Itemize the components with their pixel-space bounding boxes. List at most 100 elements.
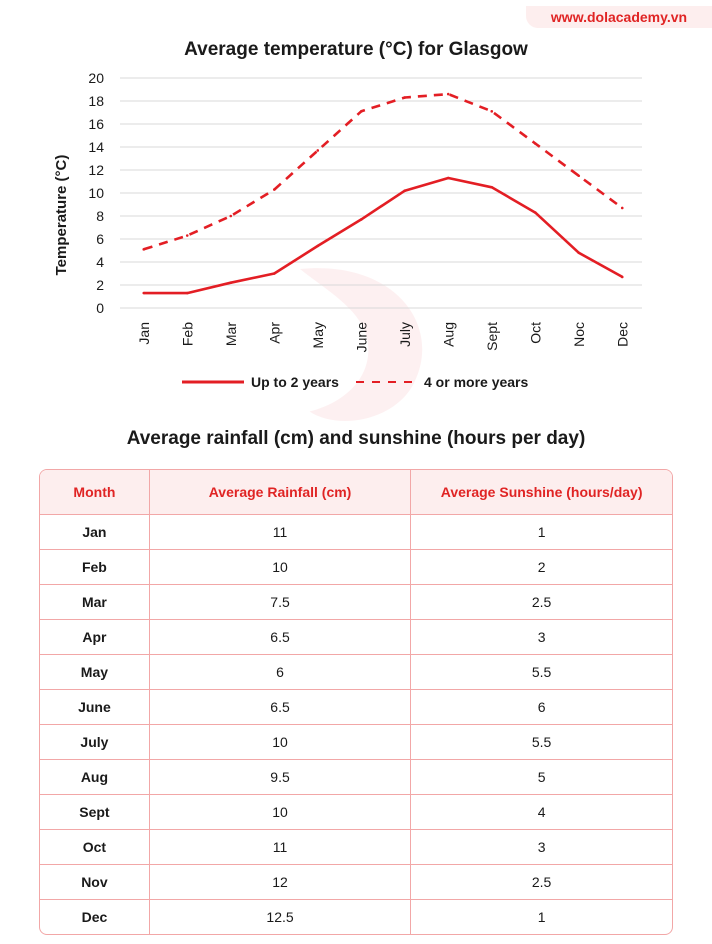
rainfall-cell: 6.5 (149, 620, 412, 655)
x-tick-label: Apr (266, 322, 282, 344)
data-point (446, 92, 450, 96)
y-tick-labels: 0 2 4 6 8 10 12 14 16 18 20 (88, 70, 104, 316)
x-tick-labels: Jan Feb Mar Apr May June July Aug Sept Oct Noc Dec (136, 322, 631, 353)
y-tick-label: 2 (96, 277, 104, 293)
rainfall-cell: 7.5 (149, 585, 412, 620)
data-point (533, 211, 537, 214)
sunshine-cell: 6 (411, 690, 672, 725)
data-point (446, 176, 450, 180)
data-point (403, 96, 407, 99)
data-point (533, 142, 537, 145)
table-row: Aug 9.5 5 (40, 760, 672, 795)
month-cell: Nov (40, 865, 150, 900)
rainfall-cell: 9.5 (149, 760, 412, 795)
chart-title: Average temperature (°C) for Glasgow (184, 39, 528, 60)
table-row: Jan 11 1 (40, 515, 672, 550)
header-sunshine: Average Sunshine (hours/day) (411, 470, 672, 515)
table-row: Sept 10 4 (40, 795, 672, 830)
rainfall-cell: 6 (149, 655, 412, 690)
sunshine-cell: 2.5 (411, 585, 672, 620)
x-tick-label: Jan (136, 322, 152, 345)
header-month: Month (40, 470, 150, 515)
data-point (620, 206, 624, 210)
table-row: Dec 12.5 1 (40, 900, 672, 934)
table-row: Nov 12 2.5 (40, 865, 672, 900)
table-row: July 10 5.5 (40, 725, 672, 760)
x-tick-label: Aug (440, 322, 456, 347)
sunshine-cell: 3 (411, 620, 672, 655)
data-point (490, 185, 494, 189)
month-cell: Mar (40, 585, 150, 620)
rainfall-cell: 11 (149, 830, 412, 865)
month-cell: Aug (40, 760, 150, 795)
rainfall-cell: 10 (149, 795, 412, 830)
data-point (272, 188, 276, 191)
legend-label-1: Up to 2 years (251, 374, 339, 390)
table-body: Jan 11 1 Feb 10 2 Mar 7.5 2.5 Apr 6.5 3 May 6 5.5 June 6… (40, 515, 672, 934)
x-tick-label: July (397, 322, 413, 347)
y-tick-label: 16 (88, 116, 104, 132)
legend-label-2: 4 or more years (424, 374, 528, 390)
x-tick-label: Noc (571, 322, 587, 347)
sunshine-cell: 3 (411, 830, 672, 865)
data-point (142, 248, 146, 251)
month-cell: June (40, 690, 150, 725)
y-tick-label: 8 (96, 208, 104, 224)
sunshine-cell: 2 (411, 550, 672, 585)
data-point (272, 272, 276, 275)
y-tick-label: 14 (88, 139, 104, 155)
data-point (577, 174, 581, 178)
data-point (229, 214, 233, 218)
chart-svg: Average temperature (°C) for Glasgow Tem… (53, 39, 642, 390)
sunshine-cell: 4 (411, 795, 672, 830)
table-row: Mar 7.5 2.5 (40, 585, 672, 620)
sunshine-cell: 1 (537, 909, 546, 925)
month-cell: Apr (40, 620, 150, 655)
month-cell: May (40, 655, 150, 690)
table-header-row: Month Average Rainfall (cm) Average Suns… (40, 470, 672, 515)
y-tick-label: 6 (96, 231, 104, 247)
month-cell: July (40, 725, 150, 760)
y-tick-label: 0 (96, 300, 104, 316)
month-cell: Dec (40, 900, 150, 934)
x-tick-label: Oct (527, 322, 543, 344)
grid-lines (120, 77, 642, 309)
y-tick-label: 12 (88, 162, 104, 178)
x-tick-label: May (310, 322, 326, 348)
table-row: May 6 5.5 (40, 655, 672, 690)
x-tick-label: Sept (484, 322, 500, 351)
data-point (142, 291, 146, 295)
brand-url: www.dolacademy.vn (550, 9, 688, 25)
data-point (316, 149, 320, 152)
month-cell: Jan (40, 515, 150, 550)
rainfall-sunshine-table: Month Average Rainfall (cm) Average Suns… (39, 469, 673, 935)
table-title: Average rainfall (cm) and sunshine (hour… (126, 428, 586, 449)
sunshine-cell: 5.5 (411, 725, 672, 760)
data-point (403, 189, 407, 192)
x-tick-label: Dec (614, 322, 630, 347)
brand-badge[interactable]: www.dolacademy.vn (526, 6, 712, 28)
data-point (490, 110, 494, 113)
table-row: Feb 10 2 (40, 550, 672, 585)
y-tick-label: 20 (88, 70, 104, 86)
rainfall-cell: 10 (149, 725, 412, 760)
data-point (185, 234, 189, 237)
sunshine-cell: 2.5 (411, 865, 672, 900)
series-lines (142, 92, 624, 295)
month-cell: Sept (40, 795, 150, 830)
y-tick-label: 10 (88, 185, 104, 201)
data-point (185, 291, 189, 295)
header-rainfall: Average Rainfall (cm) (149, 470, 412, 515)
data-point (229, 281, 233, 284)
data-point (577, 251, 581, 255)
table-row: June 6.5 6 (40, 690, 672, 725)
sunshine-cell: 5.5 (411, 655, 672, 690)
data-point (316, 244, 320, 248)
sunshine-cell: 1 (411, 515, 672, 550)
rainfall-cell: 6.5 (149, 690, 412, 725)
data-point (359, 110, 363, 113)
x-tick-label: June (353, 322, 369, 353)
x-tick-label: Feb (179, 322, 195, 346)
y-tick-label: 4 (96, 254, 104, 270)
data-point (620, 275, 624, 279)
